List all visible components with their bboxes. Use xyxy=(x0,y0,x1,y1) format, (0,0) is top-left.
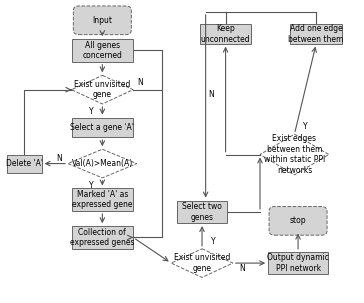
Text: Add one edge
between them: Add one edge between them xyxy=(289,24,344,44)
Text: Y: Y xyxy=(303,122,308,131)
FancyBboxPatch shape xyxy=(200,24,251,44)
Text: Input: Input xyxy=(92,16,112,25)
Text: Exist unvisited
gene: Exist unvisited gene xyxy=(74,80,131,99)
FancyBboxPatch shape xyxy=(177,201,228,223)
FancyBboxPatch shape xyxy=(72,188,133,211)
FancyBboxPatch shape xyxy=(268,252,328,275)
FancyBboxPatch shape xyxy=(72,118,133,137)
Text: Exist edges
between them
within static PPI
networks: Exist edges between them within static P… xyxy=(264,135,325,175)
FancyBboxPatch shape xyxy=(269,207,327,235)
Text: Collection of
expressed genes: Collection of expressed genes xyxy=(70,228,135,247)
FancyBboxPatch shape xyxy=(290,24,343,44)
FancyBboxPatch shape xyxy=(72,39,133,62)
Text: Keep
unconnected: Keep unconnected xyxy=(201,24,250,44)
Text: All genes
concerned: All genes concerned xyxy=(82,41,122,60)
Text: N: N xyxy=(239,264,245,273)
Text: Y: Y xyxy=(89,181,94,190)
FancyBboxPatch shape xyxy=(7,155,41,173)
Text: Select a gene 'A': Select a gene 'A' xyxy=(70,123,134,132)
Text: Y: Y xyxy=(89,107,94,116)
Polygon shape xyxy=(68,149,137,178)
Text: Exist unvisited
gene: Exist unvisited gene xyxy=(174,253,230,273)
Text: Val(A)>Mean(A): Val(A)>Mean(A) xyxy=(72,159,133,168)
Text: Output dynamic
PPI network: Output dynamic PPI network xyxy=(267,253,329,273)
Text: N: N xyxy=(56,154,62,163)
Text: Y: Y xyxy=(211,237,215,246)
Polygon shape xyxy=(260,134,329,175)
Polygon shape xyxy=(72,75,133,104)
Text: N: N xyxy=(208,90,214,99)
Text: stop: stop xyxy=(290,216,306,225)
FancyBboxPatch shape xyxy=(72,226,133,249)
Text: N: N xyxy=(137,78,143,87)
FancyBboxPatch shape xyxy=(74,6,131,35)
Text: Select two
genes: Select two genes xyxy=(182,202,222,221)
Text: Marked 'A' as
expressed gene: Marked 'A' as expressed gene xyxy=(72,190,132,209)
Polygon shape xyxy=(171,249,233,278)
Text: Delete 'A': Delete 'A' xyxy=(6,159,43,168)
